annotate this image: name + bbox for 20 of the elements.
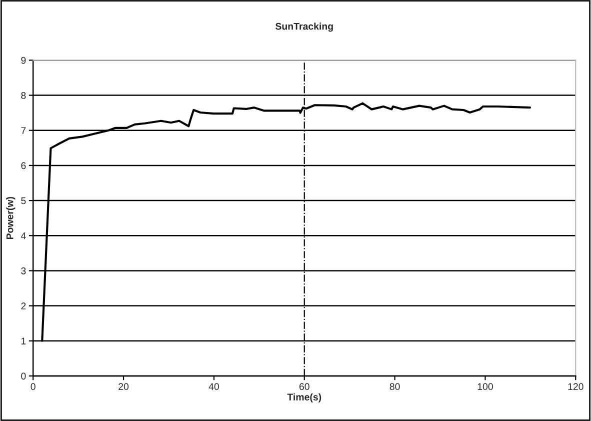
y-tick-label: 8	[21, 92, 26, 99]
y-tick-label: 4	[20, 232, 26, 240]
x-tick-label: 0	[30, 383, 36, 390]
y-tick-label: 6	[21, 162, 26, 170]
x-axis-title: Time(s)	[287, 393, 322, 402]
x-tick-label: 60	[299, 383, 310, 390]
y-tick-label: 0	[21, 372, 26, 380]
y-tick-label: 2	[21, 302, 26, 310]
y-tick-label: 3	[21, 267, 26, 274]
y-tick-label: 5	[21, 197, 26, 204]
y-axis-title: Power(w)	[6, 196, 16, 240]
x-tick-label: 20	[118, 383, 129, 390]
chart-title: SunTracking	[275, 22, 333, 32]
y-tick-label: 9	[21, 56, 26, 64]
y-tick-label: 1	[21, 338, 26, 344]
x-tick-label: 80	[390, 383, 400, 390]
y-tick-label: 7	[21, 127, 26, 134]
x-tick-label: 120	[568, 383, 584, 390]
x-tick-label: 100	[478, 383, 493, 390]
x-tick-label: 40	[208, 383, 219, 390]
